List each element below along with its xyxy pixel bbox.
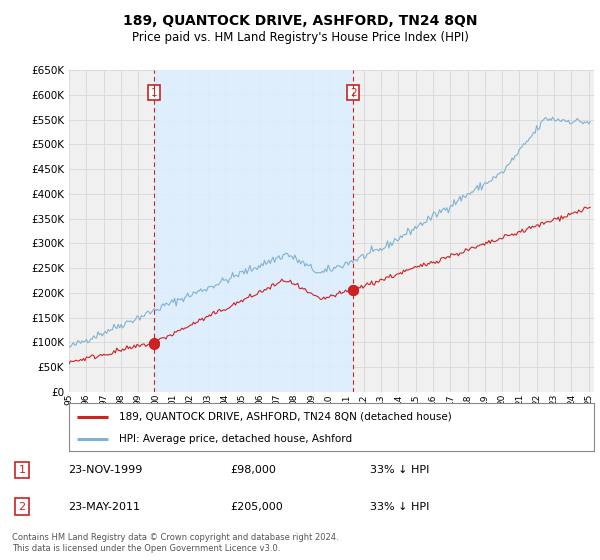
Text: 33% ↓ HPI: 33% ↓ HPI	[370, 465, 430, 475]
Text: 23-MAY-2011: 23-MAY-2011	[68, 502, 140, 511]
Bar	[154, 70, 353, 392]
Text: 1: 1	[151, 87, 157, 97]
Text: 2: 2	[19, 502, 26, 511]
Text: HPI: Average price, detached house, Ashford: HPI: Average price, detached house, Ashf…	[119, 434, 352, 444]
Text: £98,000: £98,000	[230, 465, 276, 475]
Text: 1: 1	[19, 465, 25, 475]
Text: 33% ↓ HPI: 33% ↓ HPI	[370, 502, 430, 511]
Text: Contains HM Land Registry data © Crown copyright and database right 2024.
This d: Contains HM Land Registry data © Crown c…	[12, 533, 338, 553]
Text: 189, QUANTOCK DRIVE, ASHFORD, TN24 8QN: 189, QUANTOCK DRIVE, ASHFORD, TN24 8QN	[123, 14, 477, 28]
Text: 23-NOV-1999: 23-NOV-1999	[68, 465, 142, 475]
Text: £205,000: £205,000	[230, 502, 283, 511]
Text: 189, QUANTOCK DRIVE, ASHFORD, TN24 8QN (detached house): 189, QUANTOCK DRIVE, ASHFORD, TN24 8QN (…	[119, 412, 452, 422]
Text: Price paid vs. HM Land Registry's House Price Index (HPI): Price paid vs. HM Land Registry's House …	[131, 31, 469, 44]
Text: 2: 2	[350, 87, 356, 97]
